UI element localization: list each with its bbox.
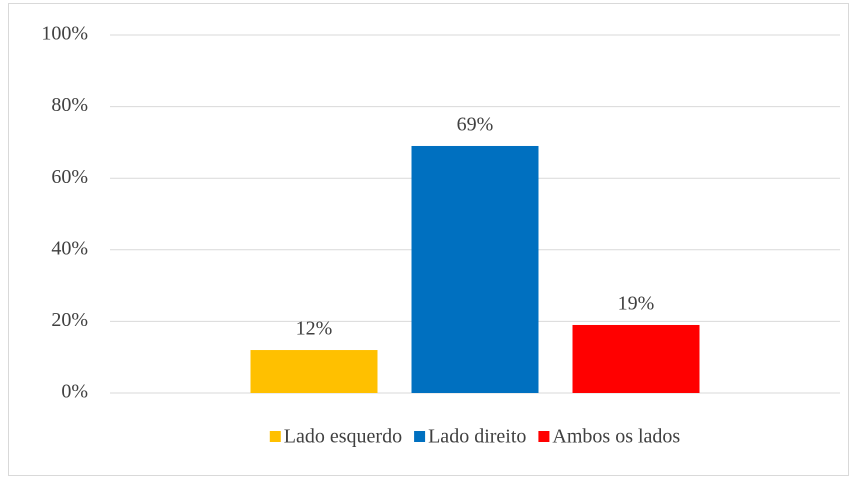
legend-label: Ambos os lados <box>552 426 680 448</box>
data-label: 12% <box>296 318 333 340</box>
bar <box>572 324 700 393</box>
y-tick-label: 80% <box>51 94 88 116</box>
bar <box>250 350 378 393</box>
y-tick-label: 20% <box>51 309 88 331</box>
data-label: 69% <box>457 114 494 136</box>
legend-swatch <box>414 431 426 442</box>
y-tick-label: 60% <box>51 166 88 188</box>
y-tick-label: 40% <box>51 237 88 259</box>
legend-swatch <box>538 431 550 442</box>
data-label: 19% <box>618 293 655 315</box>
legend-label: Lado direito <box>428 426 526 448</box>
legend-label: Lado esquerdo <box>284 426 402 448</box>
y-tick-label: 100% <box>41 23 88 45</box>
bar <box>411 145 539 393</box>
y-tick-label: 0% <box>61 381 88 403</box>
legend-swatch <box>269 431 281 442</box>
